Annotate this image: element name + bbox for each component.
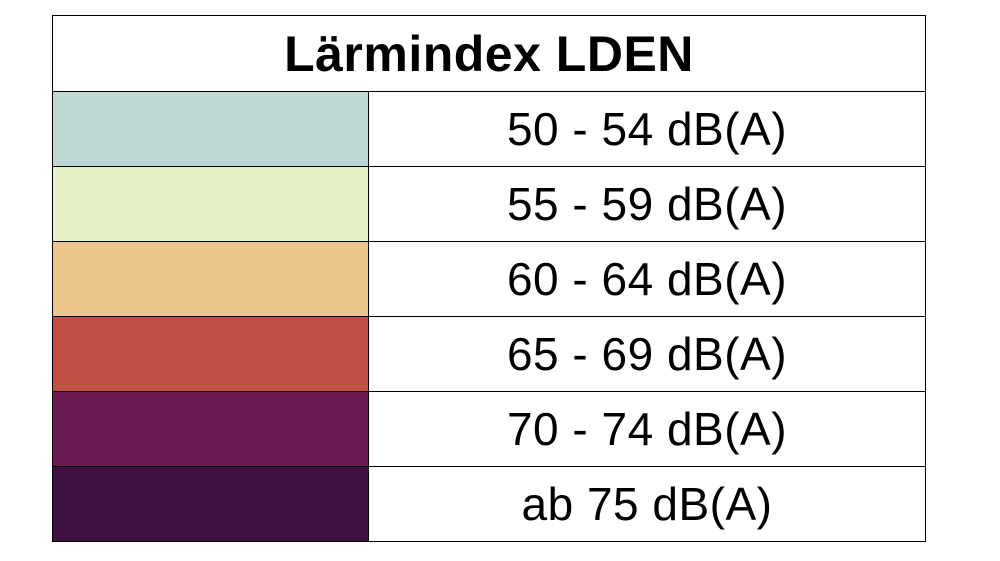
- legend-label: 65 - 69 dB(A): [506, 328, 788, 380]
- legend-rows: 50 - 54 dB(A) 55 - 59 dB(A) 60 - 64 dB(A…: [53, 92, 925, 541]
- legend-swatch: [53, 92, 369, 166]
- legend-title: Lärmindex LDEN: [53, 16, 925, 92]
- noise-legend-table: Lärmindex LDEN 50 - 54 dB(A) 55 - 59 dB(…: [52, 15, 926, 542]
- legend-row: 55 - 59 dB(A): [53, 167, 925, 242]
- legend-swatch: [53, 167, 369, 241]
- legend-label: 50 - 54 dB(A): [506, 103, 788, 155]
- legend-row: 70 - 74 dB(A): [53, 392, 925, 467]
- legend-label: 70 - 74 dB(A): [506, 403, 788, 455]
- legend-row: ab 75 dB(A): [53, 467, 925, 541]
- legend-swatch: [53, 467, 369, 541]
- legend-swatch: [53, 317, 369, 391]
- legend-label: 60 - 64 dB(A): [506, 253, 788, 305]
- legend-swatch: [53, 392, 369, 466]
- legend-row: 60 - 64 dB(A): [53, 242, 925, 317]
- legend-label: ab 75 dB(A): [521, 478, 773, 530]
- legend-row: 50 - 54 dB(A): [53, 92, 925, 167]
- legend-row: 65 - 69 dB(A): [53, 317, 925, 392]
- legend-swatch: [53, 242, 369, 316]
- legend-label: 55 - 59 dB(A): [506, 178, 788, 230]
